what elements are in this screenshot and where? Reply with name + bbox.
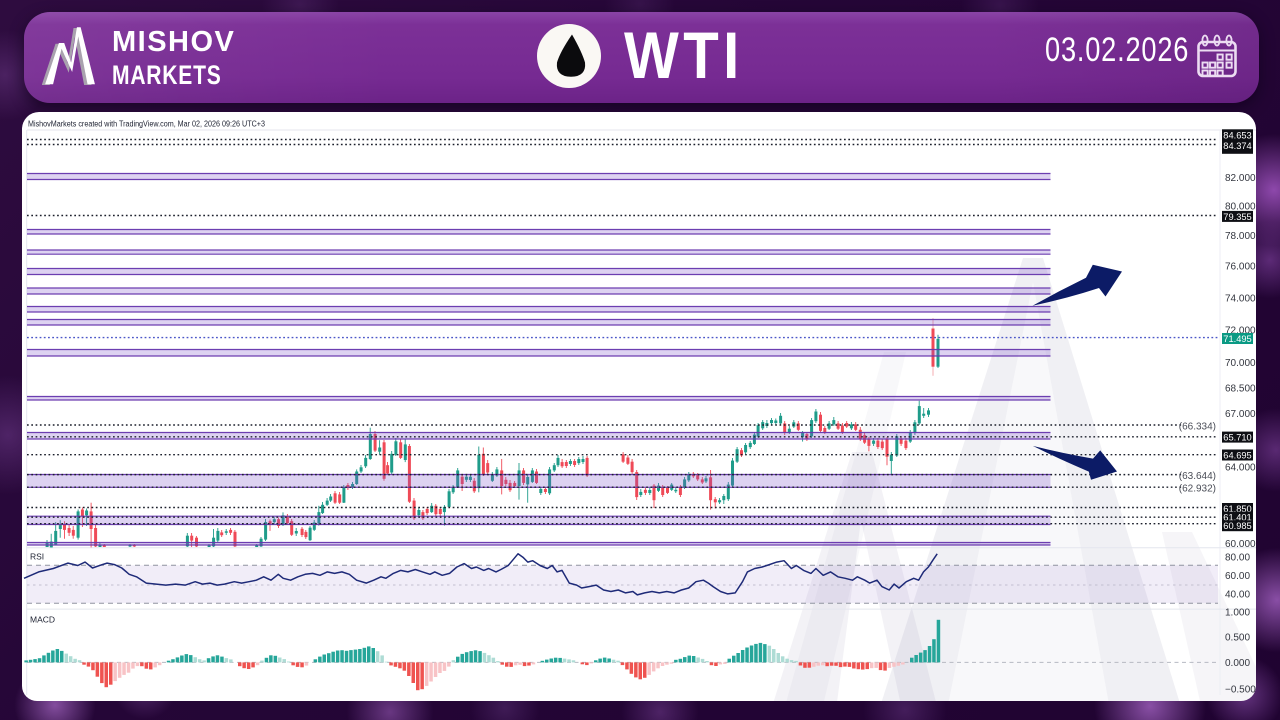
svg-text:MishovMarkets created with Tra: MishovMarkets created with TradingView.c… <box>28 120 265 129</box>
svg-text:0.500: 0.500 <box>1225 632 1250 643</box>
svg-text:67.000: 67.000 <box>1225 409 1256 420</box>
svg-text:60.000: 60.000 <box>1225 539 1256 550</box>
svg-text:(66.334): (66.334) <box>1179 422 1216 433</box>
svg-text:68.500: 68.500 <box>1225 383 1256 394</box>
svg-text:71.495: 71.495 <box>1223 334 1251 344</box>
svg-text:80.000: 80.000 <box>1225 202 1256 213</box>
svg-text:40.00: 40.00 <box>1225 590 1250 601</box>
svg-text:RSI: RSI <box>30 552 44 562</box>
svg-text:82.000: 82.000 <box>1225 173 1256 184</box>
svg-text:78.000: 78.000 <box>1225 231 1256 242</box>
svg-text:65.710: 65.710 <box>1223 433 1251 443</box>
svg-text:61.850: 61.850 <box>1223 504 1251 514</box>
svg-text:70.000: 70.000 <box>1225 358 1256 369</box>
svg-text:(63.644): (63.644) <box>1179 471 1216 482</box>
svg-text:64.000: 64.000 <box>1225 462 1256 473</box>
svg-text:72.000: 72.000 <box>1225 326 1256 337</box>
svg-text:84.653: 84.653 <box>1223 130 1251 140</box>
svg-text:−0.500: −0.500 <box>1225 685 1256 696</box>
svg-text:74.000: 74.000 <box>1225 294 1256 305</box>
svg-text:(62.932): (62.932) <box>1179 483 1216 494</box>
svg-text:60.985: 60.985 <box>1223 521 1251 531</box>
svg-text:80.00: 80.00 <box>1225 552 1250 563</box>
svg-text:61.401: 61.401 <box>1223 513 1251 523</box>
svg-text:1.000: 1.000 <box>1225 608 1250 619</box>
svg-text:MACD: MACD <box>30 615 55 625</box>
svg-text:84.374: 84.374 <box>1223 141 1251 151</box>
svg-text:60.00: 60.00 <box>1225 571 1250 582</box>
svg-text:0.000: 0.000 <box>1225 658 1250 669</box>
svg-text:76.000: 76.000 <box>1225 261 1256 272</box>
svg-text:64.695: 64.695 <box>1223 451 1251 461</box>
svg-text:79.355: 79.355 <box>1223 212 1251 222</box>
